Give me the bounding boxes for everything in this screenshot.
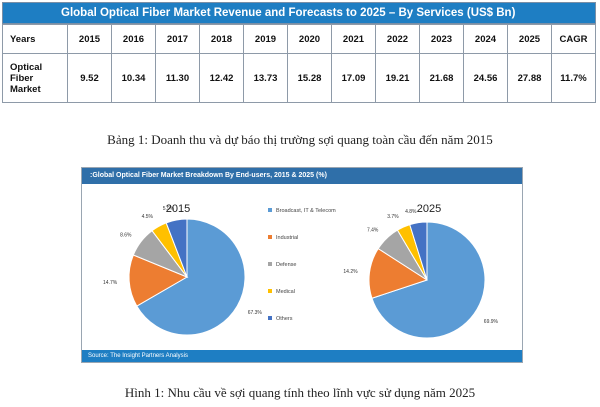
table-header-row: Years 2015 2016 2017 2018 2019 2020 2021 2022 20…: [2, 24, 596, 54]
revenue-table: Years 2015 2016 2017 2018 2019 2020 2021 2022 20…: [2, 24, 596, 103]
row-label-line: Market: [10, 83, 41, 95]
pie-year-label: 2025: [417, 203, 441, 215]
table-cell: 11.30: [155, 53, 200, 103]
table-cell: 15.28: [287, 53, 332, 103]
header-years: Years: [2, 24, 68, 54]
figure-caption: Hình 1: Nhu cầu về sợi quang tính theo l…: [124, 385, 476, 400]
pie-slice: [371, 221, 486, 339]
header-year: 2020: [287, 24, 332, 54]
row-label-line: Fiber: [10, 72, 34, 84]
legend-label: Broadcast, IT & Telecom: [276, 208, 336, 214]
data-label: 14.2%: [343, 269, 358, 275]
data-label: 7.4%: [367, 228, 379, 234]
table-cell: 12.42: [199, 53, 244, 103]
pie-slice: [165, 218, 188, 278]
data-label: 14.7%: [103, 280, 118, 286]
data-label: 69.9%: [484, 319, 499, 325]
table-cell: 9.52: [67, 53, 112, 103]
pie-slice: [128, 254, 189, 307]
table-cell: 24.56: [463, 53, 508, 103]
table-cell: 27.88: [507, 53, 552, 103]
data-label: 4.8%: [405, 209, 417, 215]
legend-swatch: [268, 289, 272, 293]
data-label: 8.6%: [120, 232, 132, 238]
legend-label: Others: [276, 316, 293, 322]
pie-chart-svg: 67.3% 14.7% 8.6% 4.5% 5.9%2015 69.9% 14.2% 7.4%…: [103, 203, 499, 339]
pie-year-label: 2015: [166, 203, 190, 215]
table-title: Global Optical Fiber Market Revenue and …: [2, 2, 596, 24]
pie-slice: [409, 221, 428, 281]
data-label: 5.9%: [163, 206, 175, 212]
table-caption: Bảng 1: Doanh thu và dự báo thị trường s…: [107, 132, 493, 147]
legend-label: Defense: [276, 262, 297, 268]
row-label: Optical Fiber Market: [2, 53, 68, 103]
header-year: 2016: [111, 24, 156, 54]
table-cell: 17.09: [331, 53, 376, 103]
data-label: 4.5%: [142, 214, 154, 220]
chart-title: :Global Optical Fiber Market Breakdown B…: [82, 168, 522, 184]
table-row: Optical Fiber Market 9.52 10.34 11.30 12.42…: [2, 53, 596, 103]
data-label: 3.7%: [387, 214, 399, 220]
legend-label: Medical: [276, 289, 295, 295]
header-year: 2023: [419, 24, 464, 54]
header-year: CAGR: [551, 24, 596, 54]
header-year: 2021: [331, 24, 376, 54]
header-year: 2019: [243, 24, 288, 54]
legend-swatch: [268, 316, 272, 320]
legend-label: Industrial: [276, 235, 298, 241]
table-cell: 13.73: [243, 53, 288, 103]
pie-slice: [368, 247, 429, 299]
legend-swatch: [268, 235, 272, 239]
table-cell: 11.7%: [551, 53, 596, 103]
data-label: 67.3%: [248, 310, 263, 316]
chart-source: Source: The Insight Partners Analysis: [82, 350, 522, 362]
table-cell: 10.34: [111, 53, 156, 103]
legend-swatch: [268, 262, 272, 266]
header-year: 2018: [199, 24, 244, 54]
revenue-table-section: Global Optical Fiber Market Revenue and …: [2, 2, 596, 103]
pie-slice: [136, 218, 246, 336]
header-year: 2017: [155, 24, 200, 54]
header-year: 2024: [463, 24, 508, 54]
chart-frame: :Global Optical Fiber Market Breakdown B…: [81, 167, 523, 363]
legend-swatch: [268, 208, 272, 212]
header-year: 2022: [375, 24, 420, 54]
row-label-line: Optical: [10, 61, 43, 73]
table-cell: 21.68: [419, 53, 464, 103]
header-year: 2015: [67, 24, 112, 54]
header-year: 2025: [507, 24, 552, 54]
table-cell: 19.21: [375, 53, 420, 103]
